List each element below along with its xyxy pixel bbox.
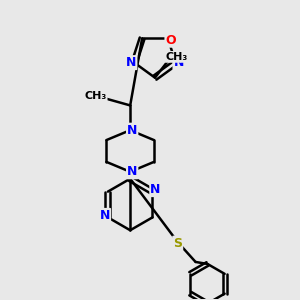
- Text: N: N: [126, 56, 136, 69]
- Text: CH₃: CH₃: [166, 52, 188, 62]
- Text: N: N: [127, 165, 137, 178]
- Text: N: N: [127, 124, 137, 137]
- Text: N: N: [173, 56, 184, 69]
- Text: O: O: [165, 34, 176, 47]
- Text: CH₃: CH₃: [84, 91, 106, 100]
- Text: N: N: [150, 183, 161, 196]
- Text: S: S: [173, 237, 182, 250]
- Text: N: N: [100, 209, 110, 222]
